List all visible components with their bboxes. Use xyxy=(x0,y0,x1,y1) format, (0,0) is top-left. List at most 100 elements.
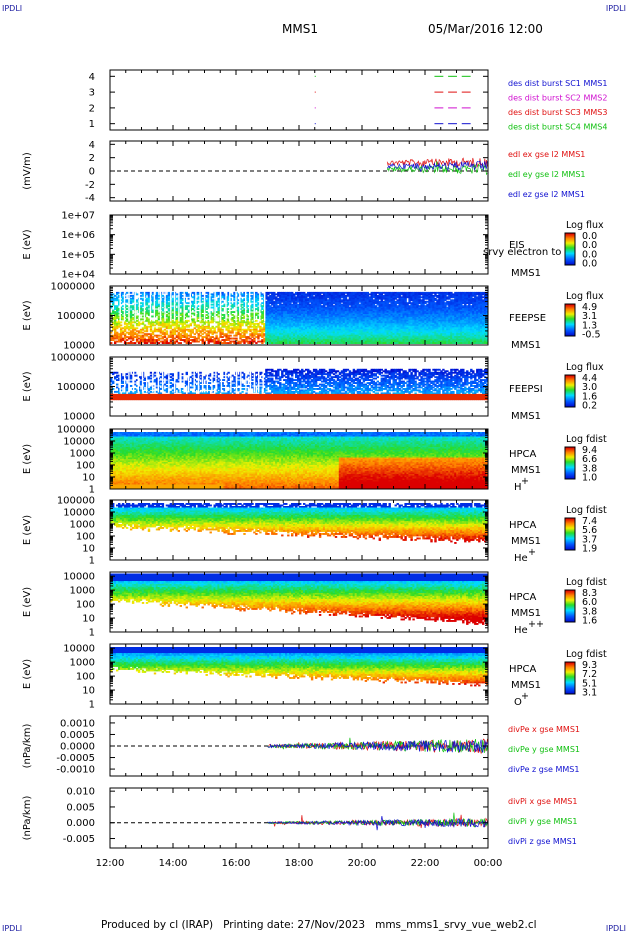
heatmap-cell xyxy=(209,340,212,343)
heatmap-cell xyxy=(213,340,216,343)
heatmap-cell xyxy=(229,331,232,334)
heatmap-cell xyxy=(135,336,139,338)
heatmap-cell xyxy=(277,302,280,305)
heatmap-cell xyxy=(301,324,304,327)
heatmap-cell xyxy=(289,299,292,302)
heatmap-cell xyxy=(305,299,308,302)
heatmap-cell xyxy=(131,334,135,337)
heatmap-cell xyxy=(211,325,214,328)
heatmap-cell xyxy=(295,312,298,315)
heatmap-cell xyxy=(127,337,131,340)
heatmap-cell xyxy=(269,336,272,338)
heatmap-cell xyxy=(251,309,254,312)
heatmap-cell xyxy=(303,305,306,308)
heatmap-cell xyxy=(167,294,171,297)
heatmap-cell xyxy=(259,333,262,336)
heatmap-cell xyxy=(129,306,133,309)
heatmap-cell xyxy=(221,325,224,328)
heatmap-cell xyxy=(247,328,250,331)
heatmap-cell xyxy=(285,334,288,337)
heatmap-cell xyxy=(163,340,167,343)
heatmap-cell xyxy=(221,308,224,310)
heatmap-cell xyxy=(129,322,133,325)
heatmap-cell xyxy=(265,333,268,336)
heatmap-cell xyxy=(139,318,143,321)
heatmap-cell xyxy=(249,342,252,344)
heatmap-cell xyxy=(269,318,272,321)
heatmap-cell xyxy=(110,331,113,334)
heatmap-cell xyxy=(299,291,302,294)
heatmap-cell xyxy=(308,336,312,338)
heatmap-cell xyxy=(277,325,280,328)
heatmap-cell xyxy=(163,333,167,336)
heatmap-cell xyxy=(129,342,133,344)
heatmap-cell xyxy=(243,330,246,333)
heatmap-cell xyxy=(255,333,258,336)
heatmap-cell xyxy=(211,327,214,330)
heatmap-cell xyxy=(301,291,304,294)
heatmap-cell xyxy=(139,328,143,331)
heatmap-cell xyxy=(211,299,214,302)
heatmap-cell xyxy=(211,321,214,324)
heatmap-cell xyxy=(267,308,270,310)
heatmap-cell xyxy=(207,315,210,318)
heatmap-cell xyxy=(297,309,300,312)
heatmap-cell xyxy=(215,294,218,297)
heatmap-cell xyxy=(295,342,298,344)
heatmap-cell xyxy=(281,340,284,343)
heatmap-cell xyxy=(195,314,198,316)
heatmap-cell xyxy=(307,342,310,344)
heatmap-cell xyxy=(297,318,300,321)
heatmap-cell xyxy=(295,291,298,294)
heatmap-cell xyxy=(263,337,266,340)
heatmap-cell xyxy=(233,311,236,313)
heatmap-cell xyxy=(227,297,230,300)
heatmap-cell xyxy=(165,324,169,327)
heatmap-cell xyxy=(159,340,163,343)
heatmap-cell xyxy=(221,342,224,344)
heatmap-cell xyxy=(251,340,254,343)
heatmap-cell xyxy=(275,327,278,330)
heatmap-cell xyxy=(303,331,306,334)
heatmap-cell xyxy=(247,342,250,344)
heatmap-cell xyxy=(301,331,304,334)
heatmap-cell xyxy=(249,330,252,333)
heatmap-cell xyxy=(243,308,246,310)
heatmap-cell xyxy=(119,333,123,336)
heatmap-cell xyxy=(175,327,179,330)
heatmap-cell xyxy=(179,334,182,337)
heatmap-cell xyxy=(219,327,222,330)
heatmap-cell xyxy=(271,327,274,330)
heatmap-cell xyxy=(269,327,272,330)
heatmap-cell xyxy=(171,324,175,327)
heatmap-cell xyxy=(299,339,302,341)
heatmap-cell xyxy=(183,325,186,328)
heatmap-cell xyxy=(171,330,175,333)
heatmap-cell xyxy=(229,340,232,343)
heatmap-cell xyxy=(110,299,113,302)
heatmap-cell xyxy=(253,327,256,330)
heatmap-cell xyxy=(217,315,220,318)
heatmap-cell xyxy=(171,302,175,305)
heatmap-cell xyxy=(217,339,220,341)
heatmap-cell xyxy=(275,303,278,306)
heatmap-cell xyxy=(145,291,149,294)
heatmap-cell xyxy=(167,327,171,330)
heatmap-cell xyxy=(215,291,218,294)
heatmap-cell xyxy=(175,330,179,333)
heatmap-cell xyxy=(147,306,151,309)
colorbar-cell xyxy=(565,260,575,262)
heatmap-cell xyxy=(301,314,304,316)
heatmap-cell xyxy=(239,342,242,344)
heatmap-cell xyxy=(221,339,224,341)
heatmap-cell xyxy=(297,312,300,315)
heatmap-cell xyxy=(261,328,264,331)
heatmap-cell xyxy=(129,324,133,327)
heatmap-cell xyxy=(118,296,121,299)
heatmap-cell xyxy=(295,296,298,299)
heatmap-cell xyxy=(271,328,274,331)
heatmap-cell xyxy=(191,291,194,294)
heatmap-cell xyxy=(223,322,226,325)
heatmap-cell xyxy=(308,325,312,328)
heatmap-cell xyxy=(127,325,131,328)
